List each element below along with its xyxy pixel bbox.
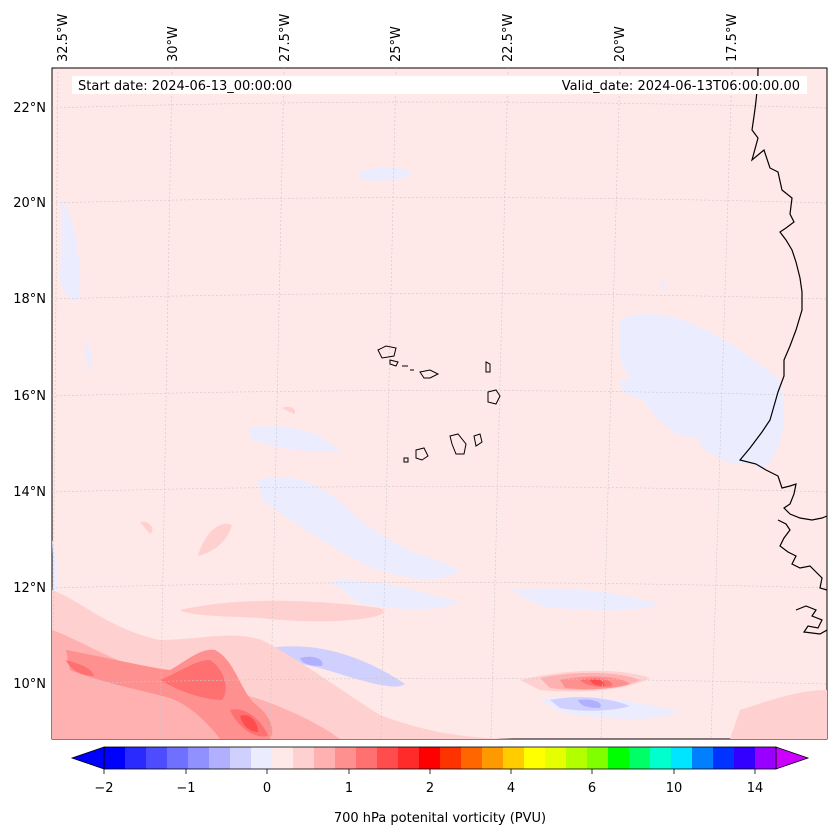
pv-field — [52, 68, 827, 739]
latitude-labels: 22°N 20°N 18°N 16°N 14°N 12°N 10°N — [13, 101, 46, 692]
colorbar-swatch — [377, 747, 399, 769]
colorbar-swatch — [146, 747, 168, 769]
colorbar-tick-label: 6 — [588, 781, 596, 796]
colorbar-swatch — [314, 747, 336, 769]
valid-date-label: Valid_date: 2024-06-13T06:00:00.00 — [562, 79, 800, 94]
cape-verde-islands — [377, 345, 501, 463]
colorbar: −2 −1 0 1 2 4 6 10 14 700 hPa potenital … — [70, 746, 810, 826]
colorbar-swatch — [650, 747, 672, 769]
colorbar-swatches — [104, 747, 777, 769]
colorbar-outline — [103, 746, 777, 770]
colorbar-swatch — [335, 747, 357, 769]
lon-label: 32.5°W — [56, 14, 71, 62]
lat-label: 16°N — [13, 389, 46, 404]
colorbar-swatch — [398, 747, 420, 769]
lon-label: 22.5°W — [501, 14, 516, 62]
lon-label: 20°W — [613, 26, 628, 62]
lon-label: 27.5°W — [278, 14, 293, 62]
colorbar-swatch — [293, 747, 315, 769]
lat-label: 18°N — [13, 292, 46, 307]
lat-label: 22°N — [13, 101, 46, 116]
start-date-label: Start date: 2024-06-13_00:00:00 — [78, 79, 292, 94]
longitude-labels: 32.5°W 30°W 27.5°W 25°W 22.5°W 20°W 17.5… — [56, 14, 740, 62]
colorbar-over-arrow — [775, 746, 810, 770]
colorbar-swatch — [524, 747, 546, 769]
colorbar-under-arrow — [70, 746, 105, 770]
graticule — [52, 68, 827, 739]
colorbar-swatch — [104, 747, 126, 769]
colorbar-tick-label: 4 — [507, 781, 515, 796]
colorbar-swatch — [755, 747, 777, 769]
colorbar-swatch — [503, 747, 525, 769]
colorbar-label: 700 hPa potenital vorticity (PVU) — [334, 811, 546, 826]
lon-label: 17.5°W — [725, 14, 740, 62]
colorbar-tick-label: 0 — [263, 781, 271, 796]
colorbar-swatch — [587, 747, 609, 769]
west-africa-coastline — [738, 68, 827, 635]
colorbar-swatch — [125, 747, 147, 769]
colorbar-swatch — [356, 747, 378, 769]
lat-label: 12°N — [13, 581, 46, 596]
colorbar-swatch — [188, 747, 210, 769]
colorbar-tick-label: −1 — [176, 781, 195, 796]
colorbar-tick-label: 10 — [666, 781, 683, 796]
header-box — [72, 76, 807, 94]
colorbar-swatch — [608, 747, 630, 769]
colorbar-swatch — [272, 747, 294, 769]
colorbar-swatch — [713, 747, 735, 769]
colorbar-swatch — [167, 747, 189, 769]
colorbar-swatch — [230, 747, 252, 769]
colorbar-swatch — [440, 747, 462, 769]
positive-pv-region — [240, 679, 605, 732]
colorbar-swatch — [566, 747, 588, 769]
colorbar-swatch — [209, 747, 231, 769]
colorbar-tick-label: 1 — [345, 781, 353, 796]
colorbar-swatch — [251, 747, 273, 769]
colorbar-swatch — [734, 747, 756, 769]
colorbar-swatch — [419, 747, 441, 769]
colorbar-swatch — [482, 747, 504, 769]
lat-label: 14°N — [13, 485, 46, 500]
colorbar-tick-label: 2 — [426, 781, 434, 796]
colorbar-swatch — [461, 747, 483, 769]
lat-label: 20°N — [13, 196, 46, 211]
colorbar-swatch — [545, 747, 567, 769]
colorbar-ticks: −2 −1 0 1 2 4 6 10 14 — [94, 769, 763, 796]
colorbar-swatch — [692, 747, 714, 769]
colorbar-tick-label: −2 — [94, 781, 113, 796]
colorbar-tick-label: 14 — [747, 781, 764, 796]
lon-label: 25°W — [389, 26, 404, 62]
colorbar-swatch — [629, 747, 651, 769]
lat-label: 10°N — [13, 677, 46, 692]
colorbar-swatch — [671, 747, 693, 769]
lon-label: 30°W — [166, 26, 181, 62]
